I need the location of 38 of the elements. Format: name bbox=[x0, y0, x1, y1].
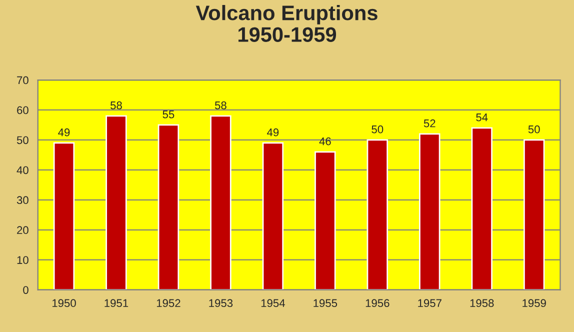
x-tick-label: 1958 bbox=[470, 299, 494, 308]
y-tick-label: 30 bbox=[16, 196, 28, 204]
y-tick-label: 0 bbox=[23, 286, 28, 294]
bar bbox=[419, 133, 440, 290]
bar bbox=[471, 127, 492, 290]
x-tick-label: 1955 bbox=[314, 299, 338, 308]
x-tick-label: 1953 bbox=[209, 299, 233, 308]
data-label: 54 bbox=[476, 114, 488, 122]
bar bbox=[262, 142, 284, 290]
x-tick-label: 1954 bbox=[261, 299, 285, 308]
data-label: 55 bbox=[162, 110, 174, 118]
data-label: 49 bbox=[58, 128, 70, 136]
x-tick-label: 1959 bbox=[522, 299, 546, 308]
y-tick-label: 20 bbox=[17, 226, 28, 234]
y-tick-label: 50 bbox=[16, 136, 28, 144]
bar bbox=[523, 139, 545, 290]
y-tick-label: 60 bbox=[17, 106, 28, 114]
data-label: 50 bbox=[528, 125, 540, 134]
y-tick-label: 70 bbox=[17, 76, 28, 84]
bar bbox=[53, 142, 75, 290]
data-label: 58 bbox=[214, 101, 226, 110]
y-tick-label: 10 bbox=[17, 256, 28, 264]
y-tick-label: 40 bbox=[16, 166, 28, 174]
x-tick-label: 1957 bbox=[418, 299, 442, 308]
chart-title: Volcano Eruptions 1950-1959 bbox=[196, 4, 378, 42]
data-label: 52 bbox=[424, 119, 436, 128]
data-label: 58 bbox=[110, 101, 122, 110]
data-label: 49 bbox=[267, 128, 279, 136]
data-label: 50 bbox=[372, 125, 384, 134]
x-tick-label: 1951 bbox=[104, 299, 128, 308]
x-tick-label: 1952 bbox=[156, 299, 180, 308]
x-tick-label: 1956 bbox=[366, 299, 390, 308]
bar bbox=[106, 115, 127, 290]
bar bbox=[210, 115, 232, 290]
bar bbox=[158, 124, 180, 290]
bar bbox=[314, 151, 336, 290]
bar bbox=[366, 139, 388, 290]
x-tick-label: 1950 bbox=[52, 299, 76, 308]
